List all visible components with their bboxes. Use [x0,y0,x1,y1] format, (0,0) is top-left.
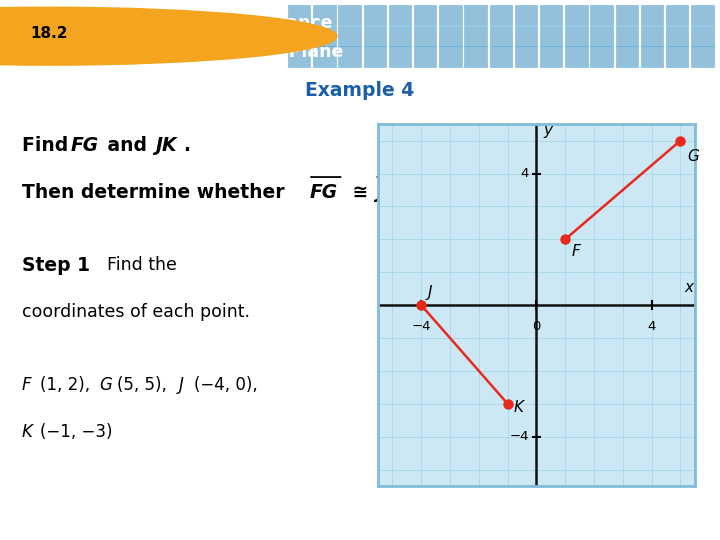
Text: 4: 4 [521,167,529,180]
FancyBboxPatch shape [364,26,386,46]
Text: (−4, 0),: (−4, 0), [194,376,258,394]
FancyBboxPatch shape [666,26,688,46]
FancyBboxPatch shape [590,26,613,46]
FancyBboxPatch shape [691,46,714,66]
Text: FG: FG [71,137,99,156]
Text: F: F [22,376,31,394]
FancyBboxPatch shape [565,46,588,66]
FancyBboxPatch shape [616,26,638,46]
Text: (1, 2),: (1, 2), [40,376,96,394]
Text: −4: −4 [510,430,529,443]
Text: Find: Find [22,137,74,156]
FancyBboxPatch shape [313,26,336,46]
Text: Then determine whether: Then determine whether [22,183,291,202]
FancyBboxPatch shape [439,46,462,66]
FancyBboxPatch shape [338,26,361,46]
Text: −4: −4 [411,320,431,333]
FancyBboxPatch shape [666,5,688,25]
Text: Find the: Find the [107,256,176,274]
FancyBboxPatch shape [540,5,562,25]
FancyBboxPatch shape [364,5,386,25]
Text: y: y [544,123,553,138]
FancyBboxPatch shape [414,26,436,46]
Text: Midpoint and Distance: Midpoint and Distance [112,14,332,32]
FancyBboxPatch shape [691,26,714,46]
Text: (−1, −3): (−1, −3) [40,423,113,441]
FancyBboxPatch shape [313,5,336,25]
FancyBboxPatch shape [490,46,512,66]
Text: F: F [572,244,580,259]
Text: .: . [184,137,191,156]
FancyBboxPatch shape [338,5,361,25]
FancyBboxPatch shape [540,46,562,66]
FancyBboxPatch shape [565,26,588,46]
FancyBboxPatch shape [288,46,310,66]
FancyBboxPatch shape [515,46,537,66]
FancyBboxPatch shape [464,5,487,25]
FancyBboxPatch shape [464,46,487,66]
FancyBboxPatch shape [616,46,638,66]
FancyBboxPatch shape [641,26,663,46]
Text: 4: 4 [647,320,656,333]
Text: JK: JK [155,137,176,156]
FancyBboxPatch shape [414,46,436,66]
FancyBboxPatch shape [364,46,386,66]
Text: K: K [514,401,524,415]
FancyBboxPatch shape [540,26,562,46]
Text: 18.2: 18.2 [30,26,68,41]
FancyBboxPatch shape [439,26,462,46]
Text: Holt Mc.Dougal Geometry: Holt Mc.Dougal Geometry [11,521,181,534]
FancyBboxPatch shape [590,46,613,66]
FancyBboxPatch shape [464,26,487,46]
Text: G: G [99,376,112,394]
Text: ≅: ≅ [346,183,374,202]
Text: x: x [685,280,693,295]
Text: 0: 0 [532,320,541,333]
FancyBboxPatch shape [439,5,462,25]
Text: FG: FG [310,183,338,202]
FancyBboxPatch shape [515,26,537,46]
FancyBboxPatch shape [414,5,436,25]
Text: Copyright © Holt Mc.Dougal. All Rights Reserved.: Copyright © Holt Mc.Dougal. All Rights R… [485,523,709,531]
FancyBboxPatch shape [490,5,512,25]
Text: (5, 5),: (5, 5), [117,376,172,394]
FancyBboxPatch shape [288,26,310,46]
FancyBboxPatch shape [389,26,411,46]
FancyBboxPatch shape [590,5,613,25]
Text: .: . [408,183,415,202]
FancyBboxPatch shape [515,5,537,25]
FancyBboxPatch shape [389,46,411,66]
Text: in the Coordinate Plane: in the Coordinate Plane [112,43,343,61]
Text: J: J [428,285,432,300]
FancyBboxPatch shape [338,46,361,66]
FancyBboxPatch shape [389,5,411,25]
Text: Step 1: Step 1 [22,256,89,275]
Circle shape [0,7,337,65]
FancyBboxPatch shape [666,46,688,66]
FancyBboxPatch shape [641,5,663,25]
Text: JK: JK [376,183,397,202]
Text: K: K [22,423,32,441]
FancyBboxPatch shape [490,26,512,46]
Text: and: and [101,137,153,156]
Text: Example 4: Example 4 [305,80,415,100]
FancyBboxPatch shape [565,5,588,25]
FancyBboxPatch shape [641,46,663,66]
Text: J: J [179,376,184,394]
FancyBboxPatch shape [313,46,336,66]
Text: G: G [688,149,699,164]
Text: coordinates of each point.: coordinates of each point. [22,303,250,321]
FancyBboxPatch shape [691,5,714,25]
FancyBboxPatch shape [616,5,638,25]
FancyBboxPatch shape [288,5,310,25]
